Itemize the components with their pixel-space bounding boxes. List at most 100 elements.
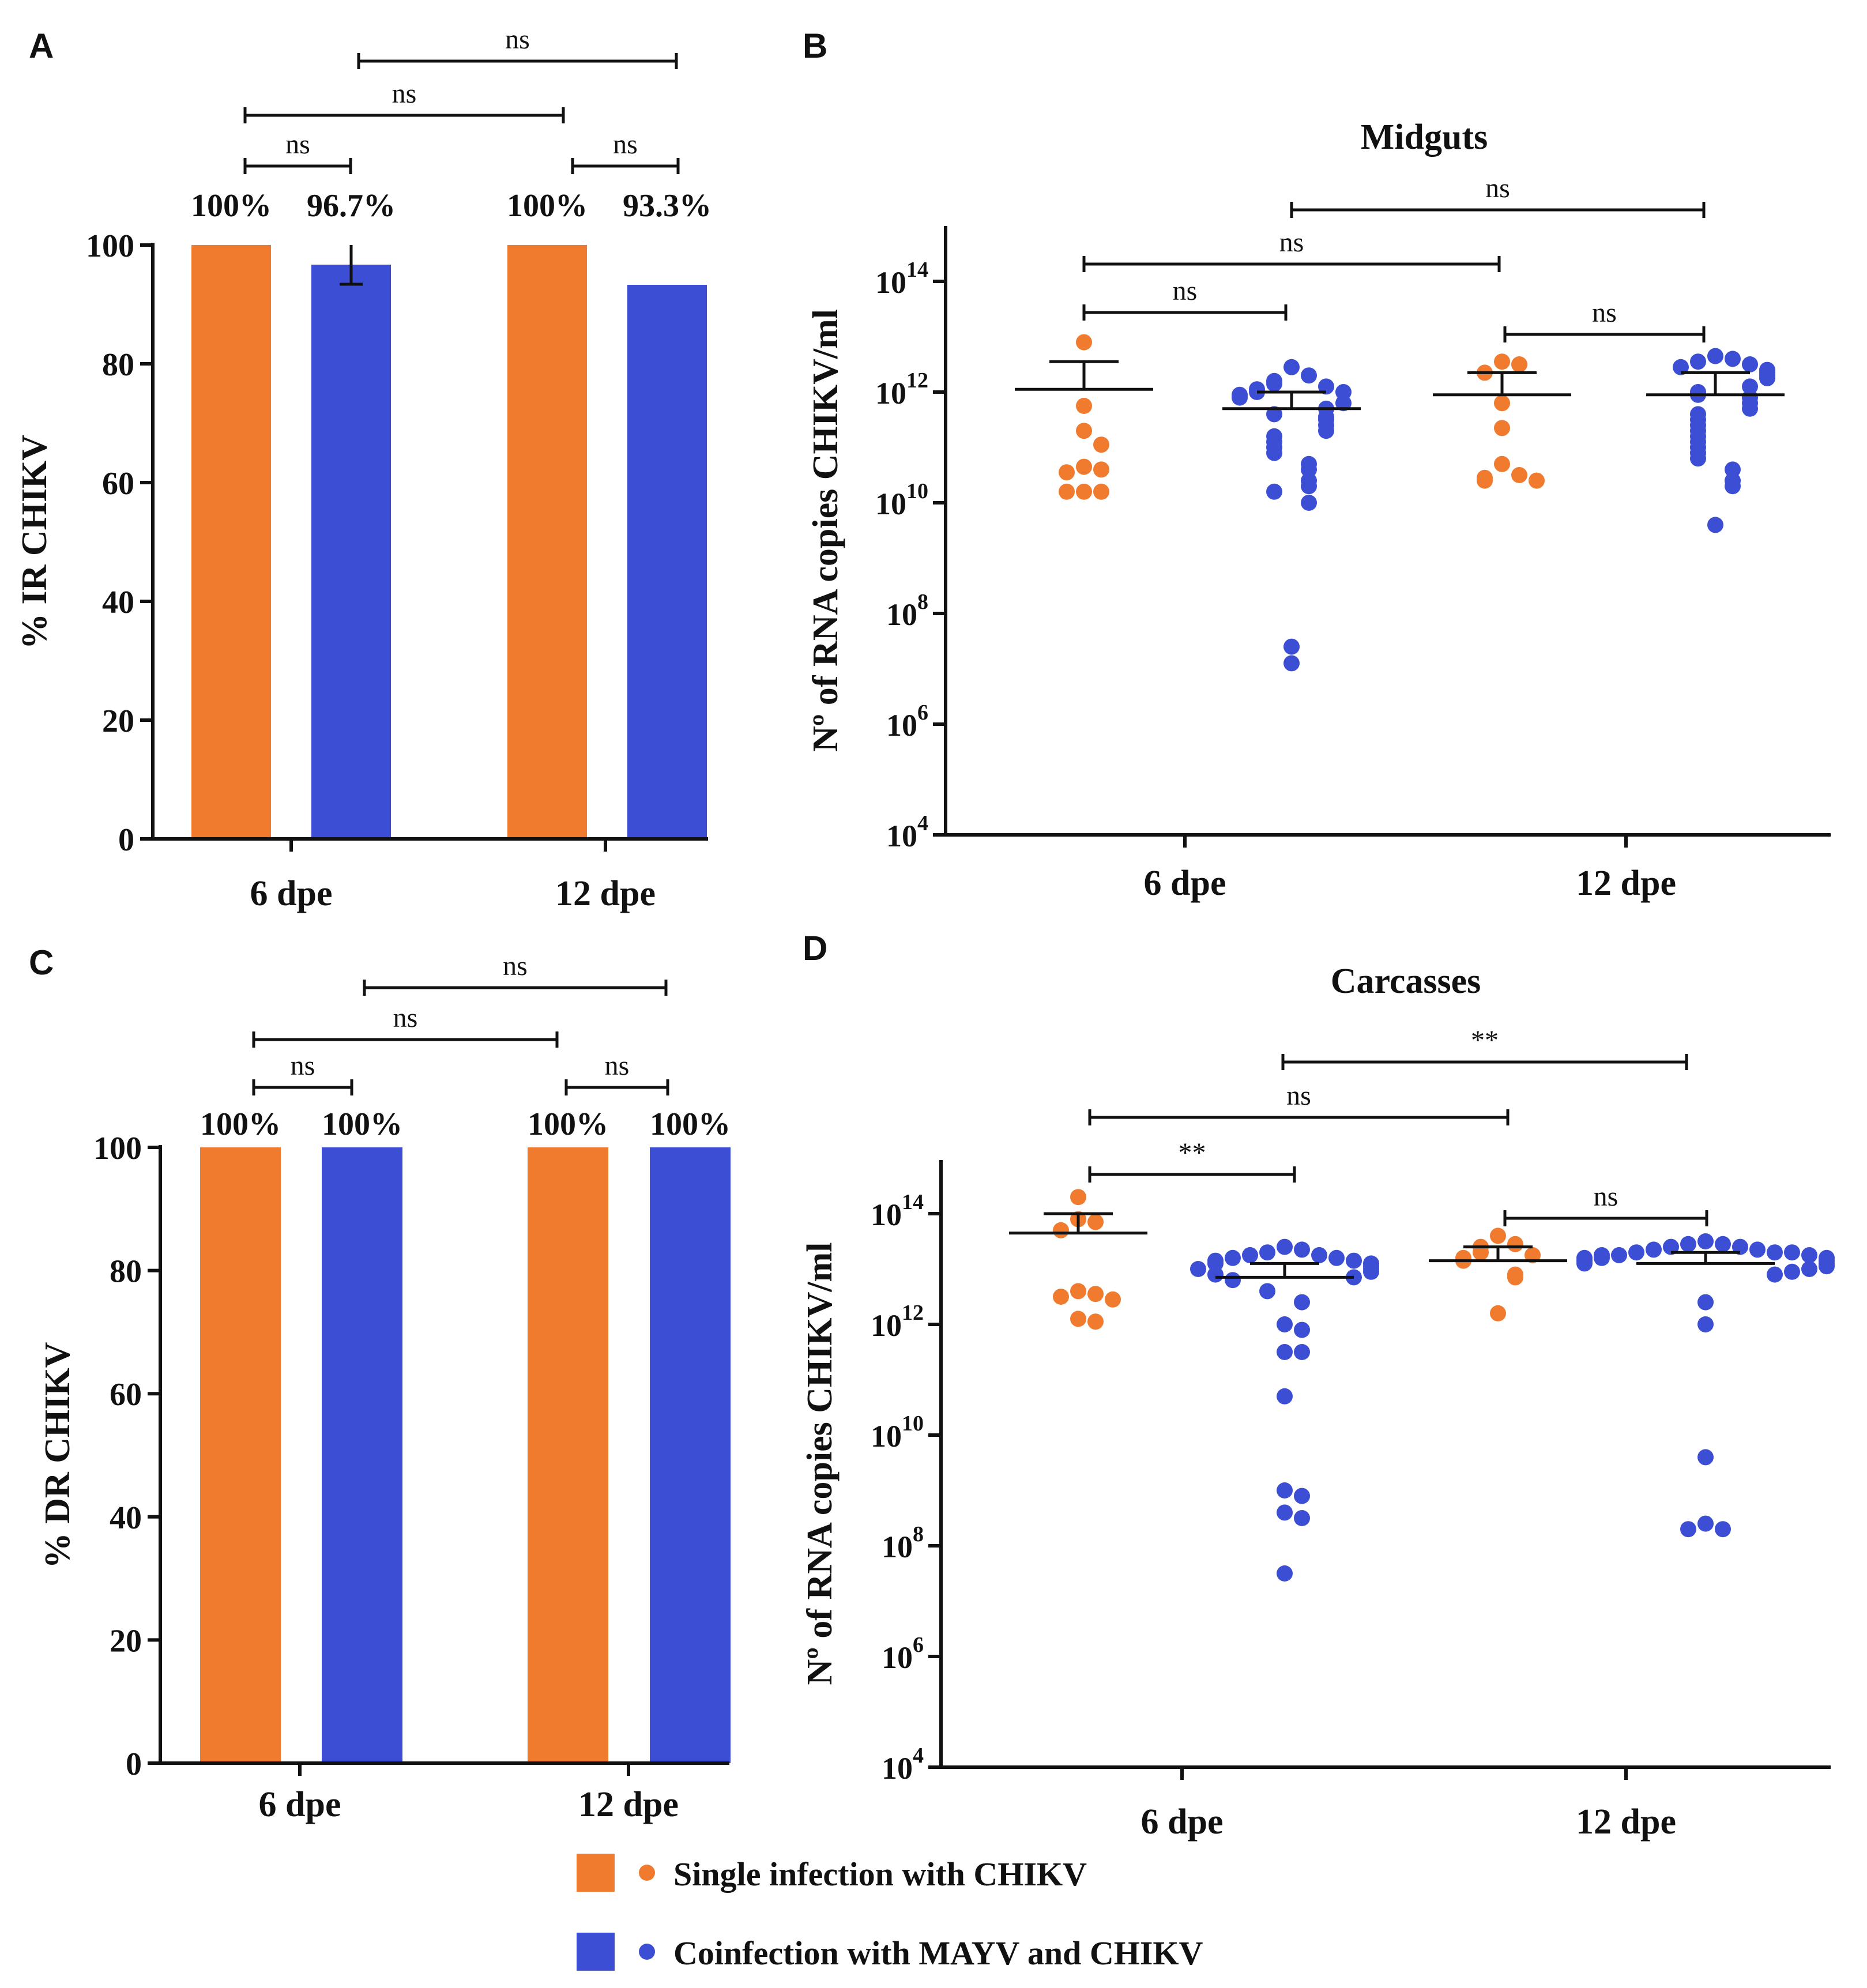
data-point	[1266, 483, 1282, 500]
significance-label: **	[1179, 1138, 1206, 1168]
data-point	[1646, 1241, 1662, 1258]
legend-single-swatch	[577, 1854, 615, 1892]
data-point	[1277, 1344, 1293, 1360]
data-point	[1070, 1283, 1086, 1300]
data-point	[1294, 1344, 1310, 1360]
panel-letter: D	[803, 929, 827, 967]
data-point	[1076, 423, 1092, 439]
data-point	[1328, 1249, 1345, 1266]
x-tick-label: 6 dpe	[1141, 1802, 1224, 1842]
data-group	[1190, 1238, 1379, 1582]
bar	[627, 285, 707, 839]
data-point	[1266, 375, 1282, 392]
data-point	[1277, 1238, 1293, 1255]
data-point	[1494, 395, 1510, 412]
data-point	[1076, 483, 1092, 500]
comparison-bracket: ns	[363, 951, 668, 996]
y-tick-label: 1014	[871, 1190, 924, 1232]
y-axis-title: % DR CHIKV	[38, 1342, 77, 1568]
data-point	[1759, 370, 1775, 386]
data-group	[1429, 1228, 1567, 1321]
data-point	[1053, 1222, 1069, 1238]
data-point	[1697, 1515, 1714, 1532]
data-group	[1009, 1189, 1147, 1330]
bar	[507, 245, 587, 839]
data-point	[1511, 356, 1527, 372]
data-point	[1697, 1294, 1714, 1311]
legend-coinf-label: Coinfection with MAYV and CHIKV	[673, 1934, 1203, 1972]
data-point	[1259, 1244, 1275, 1261]
comparison-bracket: **	[1281, 1025, 1688, 1070]
data-point	[1611, 1247, 1627, 1263]
y-tick-label: 100	[93, 1131, 142, 1166]
data-point	[1690, 450, 1706, 467]
data-point	[1225, 1272, 1241, 1289]
data-point	[1628, 1244, 1644, 1261]
data-point	[1494, 353, 1510, 370]
data-point	[1335, 395, 1352, 412]
panel-b: B Midguts Nº of RNA copies CHIKV/ml 104 106 1…	[803, 27, 1831, 903]
significance-label: **	[1471, 1025, 1499, 1056]
data-point	[1294, 1241, 1310, 1258]
y-axis-title: % IR CHIKV	[15, 435, 54, 649]
data-point	[1207, 1255, 1224, 1272]
bar-value-label: 93.3%	[623, 188, 712, 224]
y-tick-label: 1014	[875, 258, 928, 300]
bar-value-label: 100%	[650, 1106, 731, 1142]
legend: Single infection with CHIKV Coinfection …	[577, 1854, 1203, 1972]
data-group	[1576, 1233, 1835, 1538]
comparison-bracket: ns	[243, 129, 352, 174]
y-tick-label: 60	[102, 466, 134, 502]
bar-value-label: 100%	[528, 1106, 608, 1142]
comparison-bracket: ns	[1088, 1080, 1510, 1125]
data-point	[1242, 1247, 1258, 1263]
bar	[650, 1147, 731, 1763]
y-axis-title: Nº of RNA copies CHIKV/ml	[800, 1242, 840, 1685]
y-tick-label: 0	[118, 822, 134, 858]
panel-d: D Carcasses Nº of RNA copies CHIKV/ml 104 10…	[800, 929, 1835, 1842]
bar-value-label: 100%	[322, 1106, 402, 1142]
comparison-bracket: ns	[252, 1003, 559, 1048]
y-tick-label: 1010	[871, 1411, 924, 1454]
data-point	[1707, 517, 1723, 533]
significance-label: ns	[1279, 227, 1304, 258]
bar	[311, 264, 391, 839]
y-tick-label: 40	[110, 1500, 142, 1536]
data-point	[1283, 638, 1300, 655]
data-point	[1294, 1294, 1310, 1311]
data-point	[1663, 1238, 1679, 1255]
y-tick-label: 108	[886, 590, 928, 632]
data-point	[1529, 472, 1545, 489]
comparison-bracket: **	[1088, 1138, 1296, 1183]
legend-coinf-swatch	[577, 1933, 615, 1971]
data-point	[1680, 1236, 1696, 1252]
data-point	[1477, 472, 1493, 489]
data-group	[1646, 348, 1785, 533]
y-tick-label: 80	[110, 1254, 142, 1290]
bar	[200, 1147, 281, 1763]
y-tick-label: 108	[882, 1522, 924, 1564]
data-point	[1680, 1521, 1696, 1538]
comparison-bracket: ns	[564, 1051, 669, 1095]
comparison-bracket: ns	[1082, 227, 1501, 272]
y-axis-title: Nº of RNA copies CHIKV/ml	[806, 309, 845, 752]
data-point	[1525, 1247, 1541, 1263]
data-point	[1076, 334, 1092, 351]
data-point	[1087, 1214, 1104, 1230]
panel-letter: B	[803, 27, 827, 65]
data-point	[1093, 461, 1109, 478]
data-point	[1767, 1266, 1783, 1283]
data-point	[1301, 461, 1317, 478]
significance-label: ns	[1286, 1080, 1311, 1111]
comparison-bracket: ns	[1082, 276, 1288, 321]
data-point	[1318, 423, 1334, 439]
data-point	[1490, 1305, 1506, 1321]
panel-c: C % DR CHIKV 100% 100% 100% 100% 0 20 40 60 80 100 6…	[29, 943, 731, 1824]
data-point	[1697, 1449, 1714, 1466]
significance-label: ns	[1485, 173, 1510, 204]
data-point	[1283, 655, 1300, 672]
x-tick-label: 12 dpe	[1576, 864, 1676, 903]
legend-single-dot	[639, 1865, 655, 1881]
data-point	[1511, 467, 1527, 483]
data-point	[1093, 483, 1109, 500]
